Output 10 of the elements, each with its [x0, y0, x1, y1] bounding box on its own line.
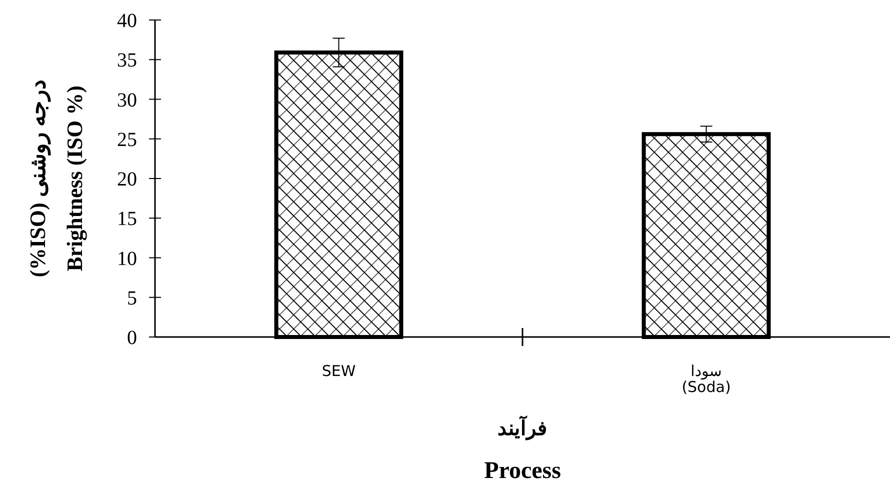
y-tick-label: 25 — [117, 128, 137, 151]
y-tick-label: 5 — [127, 287, 137, 310]
y-tick-label: 35 — [117, 50, 137, 72]
y-tick-label: 30 — [117, 89, 137, 112]
x-tick-label: SEW — [322, 362, 356, 380]
y-tick-label: 40 — [117, 10, 137, 32]
y-tick-label: 10 — [117, 248, 137, 270]
y-tick-label: 0 — [127, 327, 137, 349]
y-tick-label: 20 — [117, 168, 137, 190]
y-tick-label: 15 — [117, 208, 137, 230]
